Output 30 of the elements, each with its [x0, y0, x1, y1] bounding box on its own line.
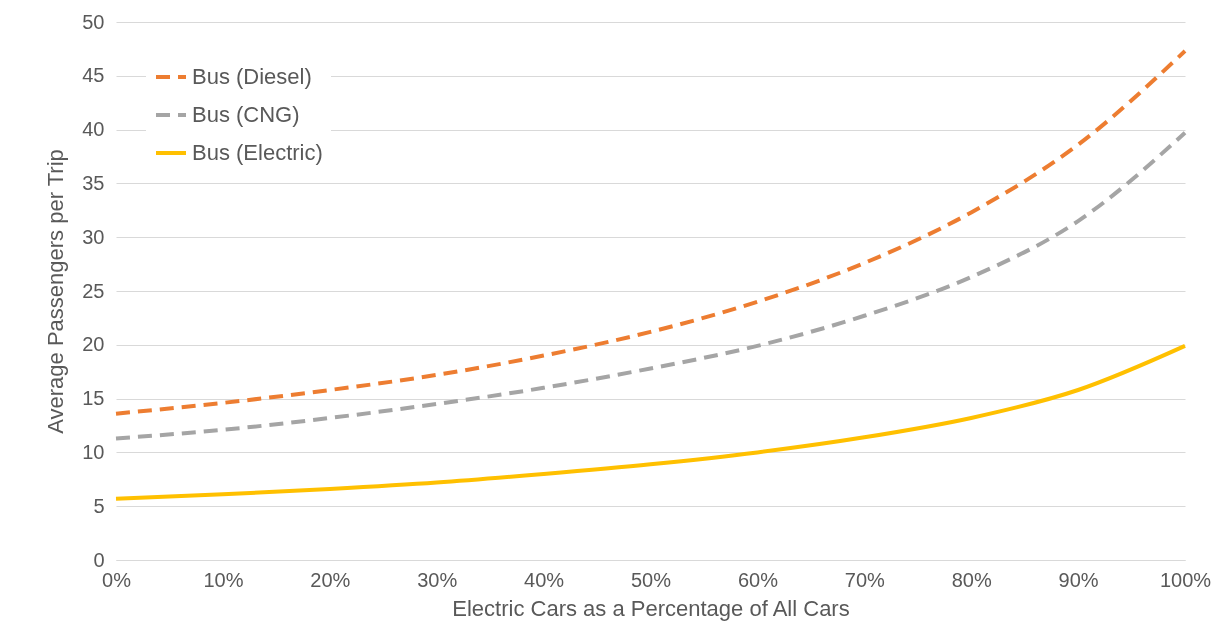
x-tick-label: 50% — [630, 568, 672, 591]
y-tick-label: 45 — [82, 64, 105, 87]
x-tick-label: 30% — [417, 568, 458, 591]
y-tick-label: 30 — [82, 225, 105, 248]
y-tick-label: 20 — [82, 333, 105, 356]
y-tick-label: 0 — [93, 548, 105, 571]
y-axis-title: Average Passengers per Trip — [43, 149, 69, 434]
line-series — [114, 343, 1187, 501]
y-tick-label: 10 — [82, 440, 105, 463]
x-tick-label: 10% — [203, 568, 244, 591]
x-tick-label: 70% — [844, 568, 886, 591]
legend-label: Bus (Electric) — [192, 140, 323, 165]
line-series — [114, 130, 1187, 441]
y-tick-label: 25 — [82, 279, 105, 302]
y-tick-label: 40 — [82, 118, 105, 141]
legend-label: Bus (Diesel) — [192, 64, 312, 89]
x-tick-label: 0% — [102, 568, 132, 591]
legend-label: Bus (CNG) — [192, 102, 300, 127]
y-tick-label: 50 — [82, 10, 105, 33]
y-tick-label: 35 — [82, 171, 105, 194]
y-tick-label: 15 — [82, 387, 105, 410]
x-tick-label: 60% — [737, 568, 779, 591]
x-tick-label: 40% — [524, 568, 565, 591]
x-axis-title: Electric Cars as a Percentage of All Cars — [452, 595, 850, 621]
y-tick-label: 5 — [93, 494, 105, 517]
x-tick-label: 20% — [310, 568, 351, 591]
x-tick-label: 100% — [1159, 568, 1212, 591]
x-tick-label: 80% — [951, 568, 992, 591]
line-series — [114, 49, 1187, 416]
x-tick-label: 90% — [1058, 568, 1099, 591]
